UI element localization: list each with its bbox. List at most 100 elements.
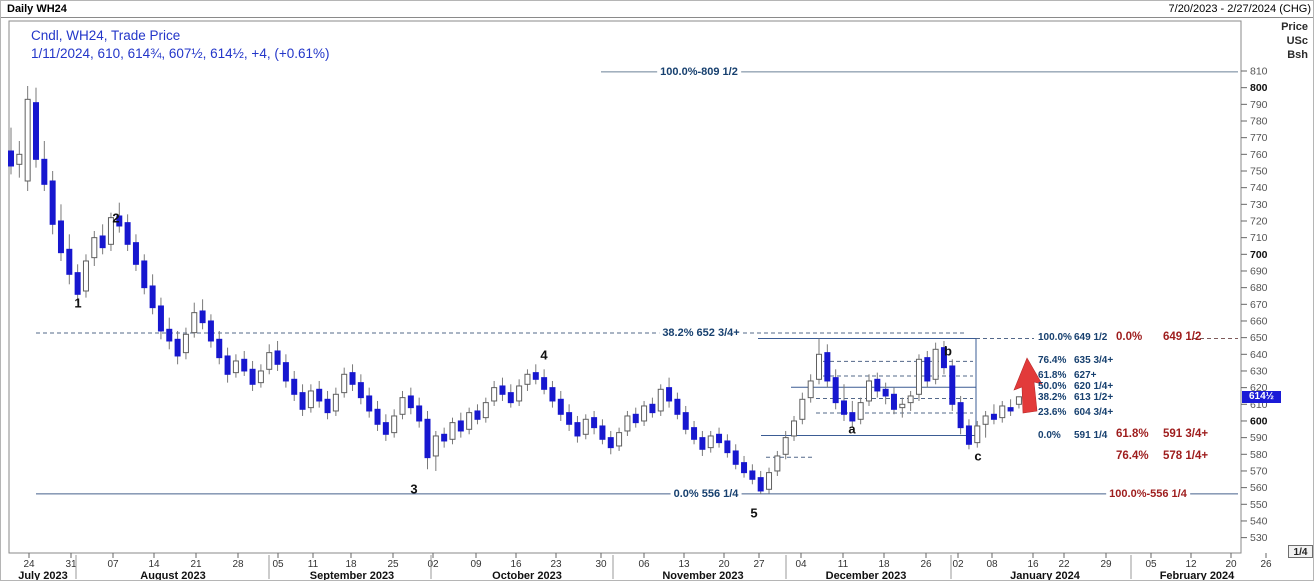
candle-body: [757, 477, 764, 492]
candle-body: [382, 422, 389, 435]
candle-body: [924, 357, 931, 382]
axis-unit-usc: USc: [1286, 35, 1308, 47]
fib-price-label: 591 1/4: [1074, 429, 1108, 441]
candle-body: [241, 358, 248, 372]
candle-body: [91, 237, 98, 259]
price-tick-label: 640: [1250, 349, 1268, 361]
day-tick-label: 16: [1027, 559, 1039, 570]
fib-pct-label: 76.4%: [1038, 355, 1067, 367]
price-tick-label: 530: [1250, 532, 1268, 544]
candle-body: [257, 370, 264, 384]
day-tick-label: 16: [510, 559, 522, 570]
fib-price-label: 620 1/4+: [1074, 381, 1114, 393]
candle-body: [457, 420, 464, 432]
candle-body: [1015, 396, 1022, 405]
candle-body: [641, 405, 648, 422]
price-tick-label: 570: [1250, 465, 1268, 477]
candle-body: [107, 217, 114, 245]
fib-retracement-label: 0.0% 556 1/4: [670, 487, 742, 500]
candle-body: [582, 418, 589, 435]
elliott-wave-label-c: c: [974, 448, 982, 464]
candle-body: [899, 403, 906, 409]
candle-body: [599, 425, 606, 440]
last-price-marker: 614½: [1242, 390, 1281, 403]
price-tick-label: 750: [1250, 165, 1268, 177]
candle-body: [1007, 407, 1014, 412]
candle-body: [166, 328, 173, 342]
month-label: October 2023: [492, 570, 562, 581]
up-arrow-annotation: [1013, 357, 1043, 414]
candle-body: [874, 378, 881, 392]
candle-body: [74, 272, 81, 295]
candle-body: [524, 373, 531, 385]
elliott-wave-label-2: 2: [112, 210, 120, 226]
price-tick-label: 650: [1250, 332, 1268, 344]
candle-body: [307, 390, 314, 409]
candle-body: [491, 387, 498, 402]
day-tick-label: 14: [148, 559, 160, 570]
candle-body: [849, 412, 856, 422]
fib-price-label: 613 1/2+: [1074, 392, 1114, 404]
candle-body: [507, 392, 514, 404]
candle-body: [657, 388, 664, 412]
candle-body: [316, 388, 323, 402]
fib-price-label: 591 3/4+: [1163, 427, 1209, 440]
fib-pct-label: 100.0%: [1038, 332, 1072, 344]
day-tick-label: 21: [190, 559, 202, 570]
price-tick-label: 790: [1250, 99, 1268, 111]
day-tick-label: 05: [272, 559, 284, 570]
candle-body: [57, 220, 64, 254]
price-tick-label: 690: [1250, 265, 1268, 277]
candle-body: [99, 235, 106, 249]
candle-body: [990, 413, 997, 420]
candle-body: [532, 372, 539, 380]
price-tick-label: 550: [1250, 499, 1268, 511]
fib-pct-label: 61.8%: [1038, 369, 1067, 381]
candle-body: [224, 355, 231, 375]
day-tick-label: 18: [345, 559, 357, 570]
price-tick-label: 670: [1250, 299, 1268, 311]
candle-body: [16, 153, 23, 165]
day-tick-label: 23: [550, 559, 562, 570]
candle-body: [691, 427, 698, 440]
candle-body: [666, 387, 673, 402]
price-tick-label: 590: [1250, 432, 1268, 444]
candle-body: [566, 412, 573, 425]
candle-body: [474, 410, 481, 420]
day-tick-label: 08: [986, 559, 998, 570]
candle-body: [707, 435, 714, 449]
candle-body: [832, 377, 839, 404]
price-tick-label: 600: [1250, 415, 1268, 427]
date-range-label: 7/20/2023 - 2/27/2024 (CHG): [1168, 3, 1311, 15]
day-tick-label: 12: [1185, 559, 1197, 570]
plot-frame: [8, 20, 1242, 554]
day-tick-label: 24: [23, 559, 35, 570]
candle-body: [774, 455, 781, 472]
candle-body: [349, 372, 356, 385]
month-label: September 2023: [310, 570, 394, 581]
candle-body: [174, 338, 181, 357]
candle-body: [682, 412, 689, 430]
candle-body: [366, 395, 373, 412]
candle-body: [132, 242, 139, 265]
candle-body: [399, 397, 406, 415]
candle-body: [141, 260, 148, 289]
candle-body: [266, 352, 273, 370]
day-tick-label: 07: [107, 559, 119, 570]
candle-body: [357, 382, 364, 399]
fib-pct-label: 61.8%: [1116, 427, 1149, 440]
day-tick-label: 09: [470, 559, 482, 570]
month-label: January 2024: [1010, 570, 1081, 581]
candle-body: [965, 425, 972, 445]
fib-pct-label: 0.0%: [1116, 331, 1143, 344]
candle-body: [807, 380, 814, 399]
candle-body: [882, 388, 889, 397]
candle-body: [557, 398, 564, 415]
elliott-wave-label-b: b: [944, 343, 952, 359]
candle-body: [416, 405, 423, 422]
candle-body: [374, 408, 381, 425]
axis-unit-bsh: Bsh: [1287, 49, 1308, 61]
candle-body: [732, 450, 739, 465]
day-tick-label: 04: [795, 559, 807, 570]
